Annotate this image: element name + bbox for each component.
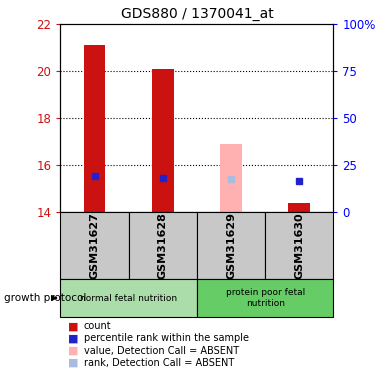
Bar: [220, 144, 242, 212]
Text: ■: ■: [68, 321, 79, 331]
Text: protein poor fetal
nutrition: protein poor fetal nutrition: [225, 288, 305, 308]
Text: ■: ■: [68, 358, 79, 368]
Text: GSM31628: GSM31628: [158, 212, 168, 279]
Bar: [83, 45, 105, 212]
Text: value, Detection Call = ABSENT: value, Detection Call = ABSENT: [84, 346, 239, 355]
Bar: [197, 279, 333, 317]
Bar: [197, 212, 265, 279]
Bar: [60, 212, 129, 279]
Text: rank, Detection Call = ABSENT: rank, Detection Call = ABSENT: [84, 358, 234, 368]
Text: GSM31629: GSM31629: [226, 212, 236, 279]
Text: ■: ■: [68, 346, 79, 355]
Text: GSM31630: GSM31630: [294, 212, 304, 279]
Text: growth protocol: growth protocol: [4, 293, 86, 303]
Bar: [152, 69, 174, 212]
Bar: [60, 279, 197, 317]
Text: normal fetal nutrition: normal fetal nutrition: [80, 294, 177, 303]
Bar: [288, 202, 310, 212]
Bar: [265, 212, 333, 279]
Bar: [129, 212, 197, 279]
Title: GDS880 / 1370041_at: GDS880 / 1370041_at: [121, 7, 273, 21]
Text: GSM31627: GSM31627: [90, 212, 99, 279]
Text: percentile rank within the sample: percentile rank within the sample: [84, 333, 249, 343]
Text: count: count: [84, 321, 112, 331]
Text: ■: ■: [68, 333, 79, 343]
